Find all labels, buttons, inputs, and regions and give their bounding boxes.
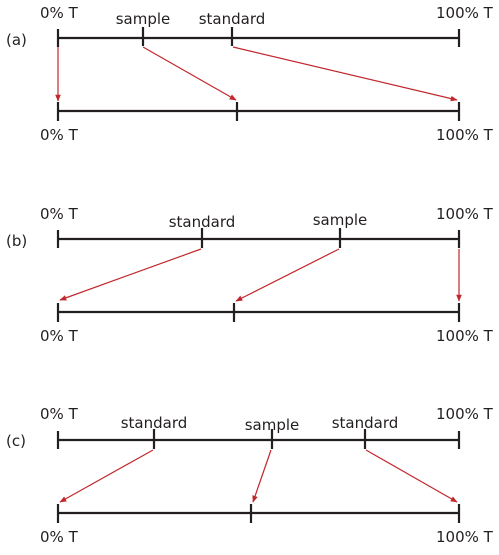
mapping-arrow-standard-high <box>365 449 458 503</box>
top-axis-left-label: 0% T <box>40 4 79 22</box>
standard-low-label: standard <box>121 414 188 432</box>
sample-label: sample <box>313 211 368 229</box>
bottom-axis-left-label: 0% T <box>40 528 79 546</box>
standard-high-label: standard <box>332 414 399 432</box>
top-axis-right-label: 100% T <box>436 205 494 223</box>
mapping-arrow-sample <box>252 449 272 503</box>
top-axis-right-label: 100% T <box>436 405 494 423</box>
bottom-axis-left-label: 0% T <box>40 327 79 345</box>
mapping-arrow-sample <box>235 248 340 302</box>
panel-c: (c) 0% T 100% T standard sample standard… <box>6 405 494 546</box>
panel-label: (c) <box>6 432 26 450</box>
standard-label: standard <box>169 213 236 231</box>
mapping-arrow-standard <box>59 248 202 301</box>
mapping-arrow-sample <box>142 46 237 101</box>
bottom-axis-right-label: 100% T <box>436 327 494 345</box>
panel-label: (a) <box>6 31 27 49</box>
panel-b: (b) 0% T 100% T standard sample 0% T 100… <box>6 205 494 345</box>
top-axis-right-label: 100% T <box>436 4 494 22</box>
mapping-arrow-standard-low <box>59 449 154 503</box>
mapping-arrow-standard <box>232 46 458 102</box>
bottom-axis-right-label: 100% T <box>436 528 494 546</box>
top-axis-left-label: 0% T <box>40 405 79 423</box>
bottom-axis-left-label: 0% T <box>40 126 79 144</box>
sample-label: sample <box>245 416 300 434</box>
panel-a: (a) 0% T 100% T sample standard 0% T 100… <box>6 4 494 144</box>
top-axis-left-label: 0% T <box>40 205 79 223</box>
sample-label: sample <box>116 10 171 28</box>
standard-label: standard <box>199 10 266 28</box>
panel-label: (b) <box>6 232 27 250</box>
bottom-axis-right-label: 100% T <box>436 126 494 144</box>
